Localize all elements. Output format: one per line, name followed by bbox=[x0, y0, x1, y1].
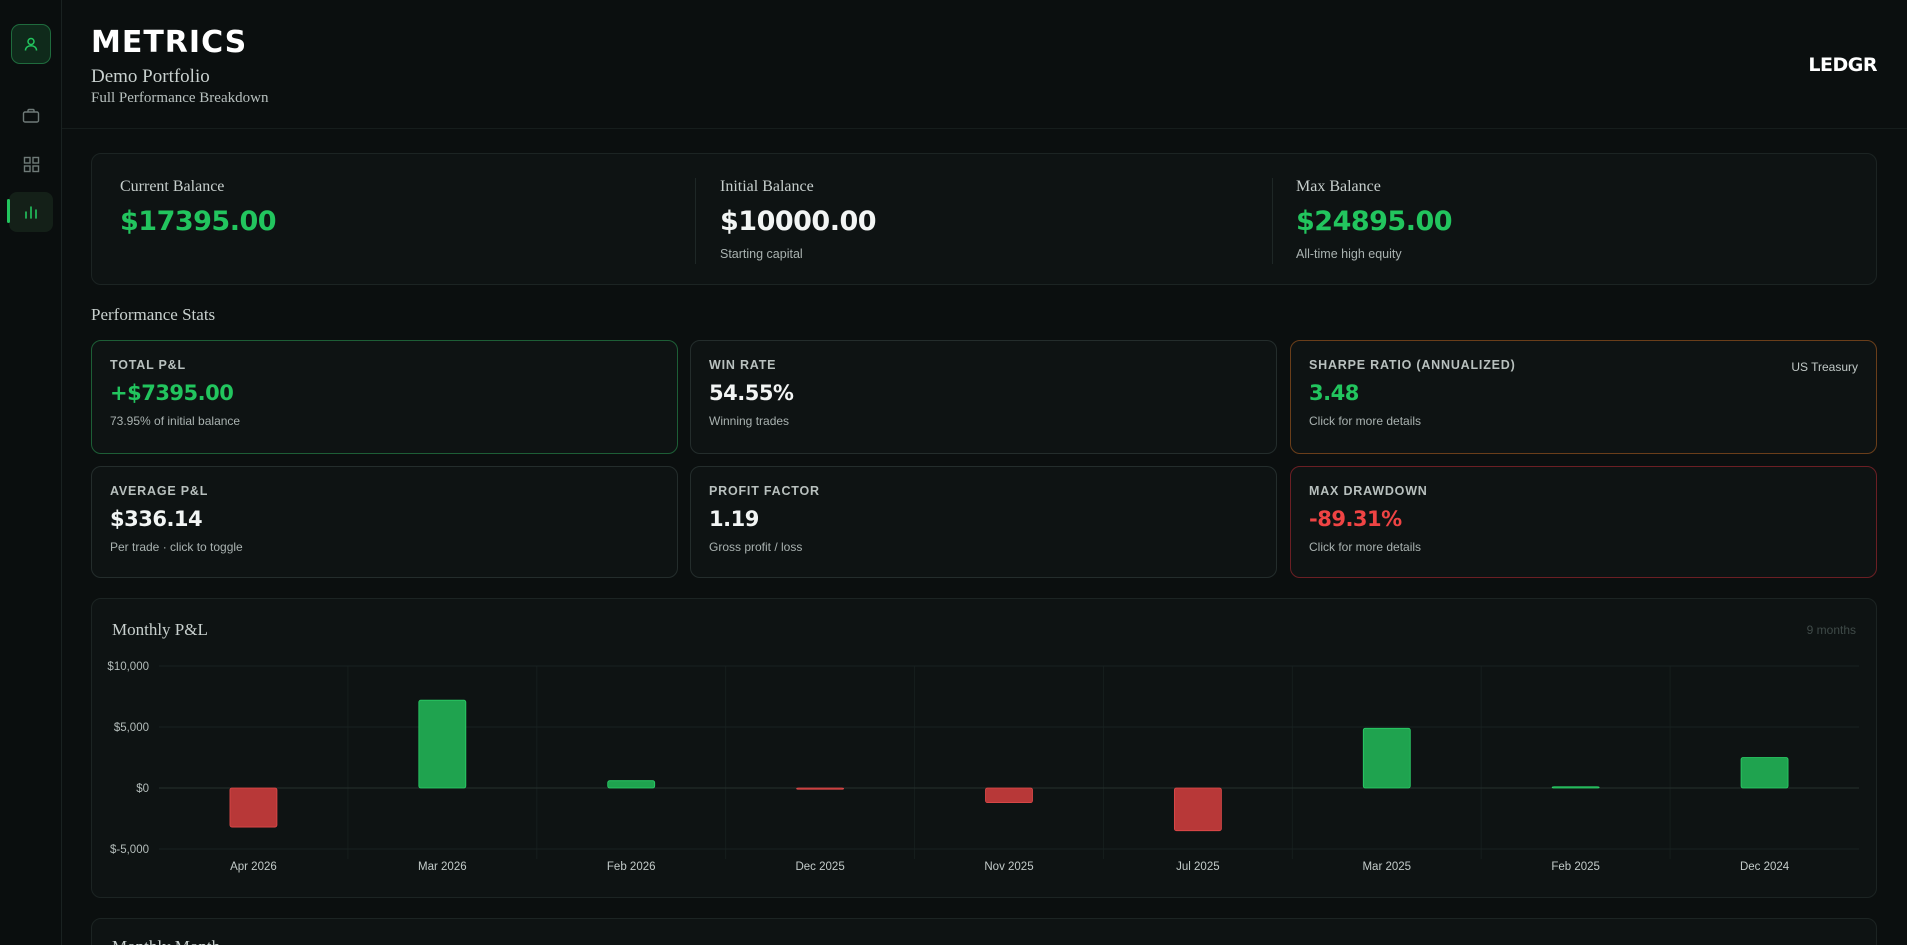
max-balance-value: $24895.00 bbox=[1296, 206, 1453, 237]
x-tick-label: Jul 2025 bbox=[1176, 861, 1219, 873]
divider bbox=[1272, 178, 1273, 264]
page-header: METRICS Demo Portfolio Full Performance … bbox=[62, 0, 1907, 129]
max-drawdown-value: -89.31% bbox=[1309, 507, 1402, 531]
initial-balance-value: $10000.00 bbox=[720, 206, 877, 237]
total-pl-value: +$7395.00 bbox=[110, 381, 234, 405]
grid-icon bbox=[23, 156, 39, 172]
y-tick-label: $5,000 bbox=[114, 722, 149, 734]
x-tick-label: Nov 2025 bbox=[984, 861, 1033, 873]
monthly-pl-chart: $10,000 $5,000 $0 $-5,000 Apr 2026 Mar 2026 Fe… bbox=[107, 661, 1859, 873]
bar-dec-2025 bbox=[796, 787, 845, 790]
performance-stats-title: Performance Stats bbox=[91, 305, 216, 324]
x-tick-label: Dec 2024 bbox=[1740, 861, 1790, 873]
user-icon bbox=[24, 37, 38, 51]
risk-free-rate-tag[interactable]: US Treasury bbox=[1791, 360, 1858, 374]
briefcase-icon bbox=[22, 108, 40, 123]
sharpe-ratio-card[interactable]: SHARPE RATIO (ANNUALIZED) US Treasury 3.… bbox=[1290, 340, 1877, 454]
sidebar-item-metrics[interactable] bbox=[9, 192, 53, 232]
bar-nov-2025 bbox=[985, 787, 1033, 804]
average-pl-card[interactable]: AVERAGE P&L $336.14 Per trade · click to… bbox=[91, 466, 678, 578]
bar-jul-2025 bbox=[1173, 787, 1222, 832]
sidebar-item-dashboard[interactable] bbox=[9, 144, 53, 184]
bar-mar-2025 bbox=[1362, 727, 1411, 789]
max-balance: Max Balance $24895.00 All-time high equi… bbox=[1296, 178, 1453, 261]
win-rate-label: WIN RATE bbox=[709, 358, 777, 372]
max-drawdown-card[interactable]: MAX DRAWDOWN -89.31% Click for more deta… bbox=[1290, 466, 1877, 578]
x-tick-label: Feb 2026 bbox=[607, 861, 656, 873]
page-title: METRICS bbox=[91, 25, 248, 60]
x-tick-label: Dec 2025 bbox=[795, 861, 844, 873]
x-tick-label: Mar 2026 bbox=[418, 861, 467, 873]
win-rate-value: 54.55% bbox=[709, 381, 794, 405]
profit-factor-value: 1.19 bbox=[709, 507, 759, 531]
total-pl-card: TOTAL P&L +$7395.00 73.95% of initial ba… bbox=[91, 340, 678, 454]
profit-factor-label: PROFIT FACTOR bbox=[709, 484, 820, 498]
x-tick-label: Mar 2025 bbox=[1362, 861, 1411, 873]
monthly-month-card: Monthly Month bbox=[91, 918, 1877, 945]
max-balance-sub: All-time high equity bbox=[1296, 247, 1402, 261]
balance-summary-card: Current Balance $17395.00 Initial Balanc… bbox=[91, 153, 1877, 285]
portfolio-name: Demo Portfolio bbox=[91, 66, 210, 87]
sidebar bbox=[0, 0, 62, 945]
max-balance-label: Max Balance bbox=[1296, 178, 1381, 195]
bar-chart-icon bbox=[25, 206, 37, 219]
months-count-badge: 9 months bbox=[1806, 623, 1856, 637]
divider bbox=[695, 178, 696, 264]
sharpe-ratio-label: SHARPE RATIO (ANNUALIZED) bbox=[1309, 358, 1516, 372]
bar-feb-2026 bbox=[607, 780, 656, 789]
y-tick-label: $-5,000 bbox=[110, 844, 149, 856]
initial-balance-sub: Starting capital bbox=[720, 247, 803, 261]
current-balance-value: $17395.00 bbox=[120, 206, 277, 237]
average-pl-value: $336.14 bbox=[110, 507, 203, 531]
sidebar-item-portfolios[interactable] bbox=[9, 96, 53, 136]
brand-logo: LEDGR bbox=[1808, 54, 1877, 76]
initial-balance: Initial Balance $10000.00 Starting capit… bbox=[720, 178, 877, 261]
sharpe-ratio-sub: Click for more details bbox=[1309, 414, 1422, 428]
sharpe-ratio-value: 3.48 bbox=[1309, 381, 1359, 405]
initial-balance-label: Initial Balance bbox=[720, 178, 814, 195]
current-balance-label: Current Balance bbox=[120, 178, 225, 195]
average-pl-label: AVERAGE P&L bbox=[110, 484, 209, 498]
bar-apr-2026 bbox=[229, 787, 278, 828]
x-tick-label: Feb 2025 bbox=[1551, 861, 1600, 873]
profit-factor-sub: Gross profit / loss bbox=[709, 540, 803, 554]
average-pl-sub: Per trade · click to toggle bbox=[110, 540, 243, 554]
total-pl-sub: 73.95% of initial balance bbox=[110, 414, 241, 428]
monthly-pl-chart-card: Monthly P&L 9 months $10,000 $5,000 $0 $-5,… bbox=[91, 598, 1877, 898]
bar-dec-2024 bbox=[1740, 757, 1789, 789]
monthly-month-title: Monthly Month bbox=[112, 937, 220, 945]
bar-feb-2025 bbox=[1551, 786, 1600, 789]
active-indicator bbox=[7, 199, 10, 223]
current-balance: Current Balance $17395.00 bbox=[120, 178, 277, 237]
x-tick-label: Apr 2026 bbox=[230, 861, 277, 873]
bar-mar-2026 bbox=[418, 699, 467, 789]
page-subtitle: Full Performance Breakdown bbox=[91, 90, 269, 106]
max-drawdown-label: MAX DRAWDOWN bbox=[1309, 484, 1428, 498]
chart-title: Monthly P&L bbox=[112, 620, 208, 639]
total-pl-label: TOTAL P&L bbox=[110, 358, 186, 372]
y-tick-label: $0 bbox=[136, 783, 149, 795]
y-tick-label: $10,000 bbox=[107, 661, 149, 673]
max-drawdown-sub: Click for more details bbox=[1309, 540, 1422, 554]
win-rate-card: WIN RATE 54.55% Winning trades bbox=[690, 340, 1277, 454]
win-rate-sub: Winning trades bbox=[709, 414, 790, 428]
profile-button[interactable] bbox=[11, 24, 51, 64]
profit-factor-card: PROFIT FACTOR 1.19 Gross profit / loss bbox=[690, 466, 1277, 578]
